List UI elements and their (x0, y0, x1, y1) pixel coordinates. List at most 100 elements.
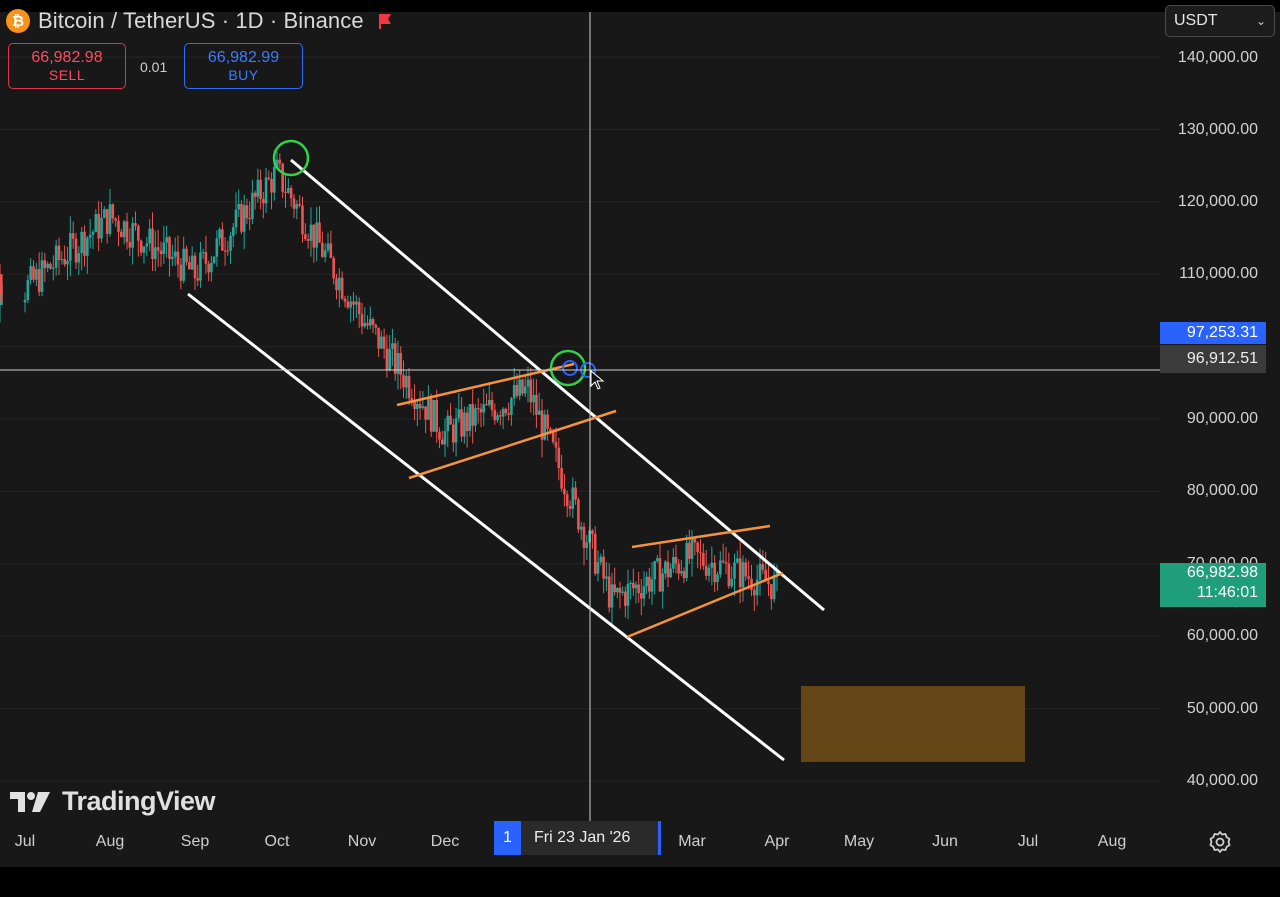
target-zone[interactable] (801, 686, 1025, 762)
candle-body (523, 386, 527, 394)
candle-body (122, 221, 126, 238)
candle-body (490, 399, 494, 410)
candle-body (557, 447, 561, 469)
candle-body (242, 205, 246, 232)
candle-body (624, 591, 627, 606)
candle-body (770, 584, 773, 600)
candle-body (507, 413, 510, 415)
candle-body (607, 576, 611, 608)
grid (0, 56, 1160, 782)
candle-body (94, 214, 98, 232)
candle-body (560, 468, 563, 489)
price-chart[interactable] (0, 12, 1280, 867)
candle-body (329, 243, 333, 258)
candle-body (427, 396, 430, 420)
candle-body (645, 576, 648, 587)
candle-body (440, 439, 444, 445)
candle-body (543, 414, 547, 440)
candle-body (188, 262, 191, 270)
candle-body (385, 348, 389, 370)
candle-body (463, 412, 466, 437)
candle-body (640, 593, 643, 599)
candle-body (563, 488, 566, 495)
channel-upper-line[interactable] (290, 158, 825, 612)
candle-body (707, 567, 711, 576)
flag2-lower-line[interactable] (626, 571, 784, 639)
candle-body (35, 269, 38, 280)
candle-body (626, 583, 630, 606)
candle-body (196, 278, 200, 281)
candle-body (664, 561, 667, 574)
candle-body (23, 299, 27, 303)
candle-body (159, 250, 163, 255)
currency-select[interactable]: USDT ⌄ (1165, 5, 1275, 37)
candle-body (215, 238, 219, 257)
candle-body (518, 379, 521, 396)
symbol-title[interactable]: Bitcoin / TetherUS · 1D · Binance (38, 8, 364, 33)
sell-button[interactable]: 66,982.98 SELL (8, 43, 126, 89)
candle-body (301, 205, 304, 235)
buy-button[interactable]: 66,982.99 BUY (184, 43, 303, 89)
flag1-lower-line[interactable] (408, 409, 617, 480)
candle-body (618, 587, 622, 593)
price-tick: 90,000.00 (1186, 410, 1258, 427)
candle-body (171, 256, 174, 259)
spread-value: 0.01 (140, 59, 168, 75)
candle-body (750, 578, 753, 590)
candle-body (767, 581, 770, 585)
chart-area[interactable]: TradingView (0, 12, 1280, 867)
flag1-upper-line[interactable] (396, 362, 575, 407)
candle-body (438, 431, 441, 440)
candle-body (661, 573, 664, 592)
candle-body (154, 247, 157, 259)
candle-body (176, 251, 180, 265)
candle-body (369, 319, 372, 326)
settings-gear-icon[interactable] (1208, 830, 1232, 854)
candle-body (634, 584, 638, 589)
candles (0, 150, 779, 626)
channel-lower-line[interactable] (187, 292, 785, 762)
candle-body (304, 234, 307, 240)
flag2-upper-line[interactable] (631, 524, 771, 549)
crosshair-date-label: 1 Fri 23 Jan '26 (494, 821, 661, 855)
candle-body (629, 582, 632, 584)
candle-body (585, 542, 589, 548)
candle-body (103, 209, 106, 218)
candle-body (49, 263, 52, 269)
candle-body (487, 399, 491, 406)
candle-body (264, 177, 268, 204)
alert-price-tag[interactable]: 97,253.31 (1160, 322, 1266, 344)
time-tick: Nov (347, 833, 377, 850)
candle-body (218, 229, 221, 239)
bitcoin-icon: ₿ (6, 9, 30, 33)
retest-circle-marker[interactable] (549, 349, 587, 387)
candle-body (704, 565, 708, 576)
candle-body (515, 384, 519, 396)
blue-marker-1[interactable] (562, 360, 578, 376)
candle-body (393, 343, 397, 374)
tradingview-logo[interactable]: TradingView (10, 786, 216, 817)
last-price-tag: 66,982.98 11:46:01 (1160, 563, 1266, 607)
candle-body (613, 584, 616, 593)
candle-body (753, 589, 756, 596)
candle-body (416, 403, 419, 409)
symbol-header[interactable]: ₿ Bitcoin / TetherUS · 1D · Binance (6, 6, 392, 36)
candle-body (318, 222, 321, 243)
candle-body (0, 302, 3, 305)
candle-body (371, 319, 375, 325)
candle-body (666, 561, 670, 578)
candle-body (761, 564, 765, 570)
candle-body (674, 557, 678, 564)
candle-body (658, 558, 662, 592)
candle-body (596, 562, 600, 574)
candle-body (80, 231, 83, 254)
candle-body (100, 217, 103, 239)
candle-body (710, 562, 714, 568)
candle-body (476, 408, 480, 410)
candle-body (111, 204, 115, 219)
mouse-cursor-icon (590, 369, 605, 390)
candle-body (295, 204, 299, 209)
top-circle-marker[interactable] (272, 139, 310, 177)
flag-icon[interactable] (378, 13, 392, 29)
candle-body (26, 280, 30, 300)
